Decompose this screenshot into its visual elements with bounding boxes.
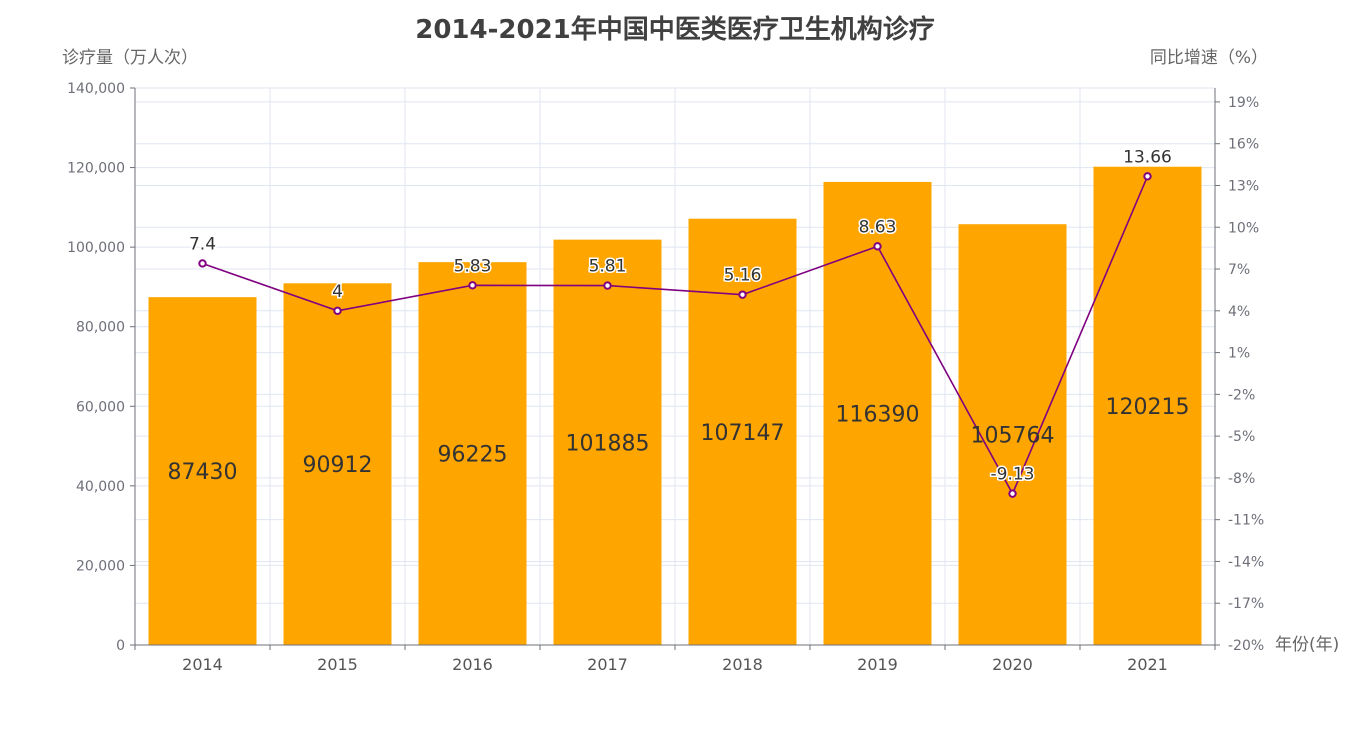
- x-tick-label: 2021: [1127, 655, 1168, 674]
- growth-point: [603, 281, 612, 290]
- y2-tick-label: 16%: [1228, 137, 1259, 153]
- growth-point: [873, 242, 882, 251]
- y2-tick-label: -5%: [1228, 429, 1255, 445]
- line-layer: [198, 172, 1152, 498]
- growth-point: [333, 306, 342, 315]
- bar-value-label: 120215: [1106, 395, 1190, 420]
- x-tick-label: 2014: [182, 655, 223, 674]
- y-tick-label: 20,000: [76, 558, 125, 574]
- bar-value-label: 101885: [566, 431, 650, 456]
- y2-tick-label: 19%: [1228, 95, 1259, 111]
- bar: [283, 283, 392, 645]
- x-tick-label: 2018: [722, 655, 763, 674]
- y2-tick-label: -2%: [1228, 387, 1255, 403]
- bar-value-label: 107147: [701, 421, 785, 446]
- growth-value-label: 4: [332, 282, 343, 302]
- growth-point: [738, 290, 747, 299]
- growth-point: [1143, 172, 1152, 181]
- x-tick-label: 2017: [587, 655, 628, 674]
- bar-value-label: 90912: [303, 453, 373, 478]
- y2-tick-label: -14%: [1228, 554, 1264, 570]
- bar-value-label: 87430: [168, 460, 238, 485]
- labels-layer: 87430 90912 96225 101885 107147 116390 105764 1…: [168, 146, 1190, 486]
- bar: [958, 224, 1067, 645]
- y2-tick-label: -11%: [1228, 513, 1264, 529]
- growth-value-label: 7.4: [189, 234, 216, 254]
- bar: [688, 218, 797, 645]
- y-tick-label: 80,000: [76, 320, 125, 336]
- y2-tick-label: 13%: [1228, 178, 1259, 194]
- growth-value-label: 5.16: [724, 266, 762, 286]
- growth-point: [468, 281, 477, 290]
- y2-tick-label: 1%: [1228, 346, 1250, 362]
- x-tick-label: 2016: [452, 655, 493, 674]
- y-tick-label: 60,000: [76, 399, 125, 415]
- y2-axis-label: 同比增速（%）: [1150, 48, 1268, 68]
- growth-value-label: -9.13: [991, 465, 1035, 485]
- growth-point: [1008, 489, 1017, 498]
- chart-title: 2014-2021年中国中医类医疗卫生机构诊疗: [415, 14, 935, 45]
- y2-tick-label: 7%: [1228, 262, 1250, 278]
- y-tick-label: 140,000: [67, 81, 125, 97]
- x-tick-label: 2019: [857, 655, 898, 674]
- x-tick-label: 2015: [317, 655, 358, 674]
- y-tick-label: 100,000: [67, 240, 125, 256]
- bar: [418, 262, 527, 645]
- bar-value-label: 96225: [438, 443, 508, 468]
- bar: [1093, 166, 1202, 645]
- bar-value-label: 116390: [836, 402, 920, 427]
- y-tick-label: 120,000: [67, 161, 125, 177]
- y2-tick-label: -17%: [1228, 596, 1264, 612]
- bar: [148, 297, 257, 645]
- y-tick-label: 0: [116, 638, 125, 654]
- growth-value-label: 13.66: [1123, 147, 1172, 167]
- growth-value-label: 8.63: [859, 217, 897, 237]
- bars-layer: [148, 166, 1202, 645]
- y-tick-label: 40,000: [76, 479, 125, 495]
- bar: [553, 239, 662, 645]
- y2-tick-label: 10%: [1228, 220, 1259, 236]
- bar-value-label: 105764: [971, 424, 1055, 449]
- growth-point: [198, 259, 207, 268]
- y2-tick-label: -8%: [1228, 471, 1255, 487]
- y-axis-label: 诊疗量（万人次）: [62, 48, 198, 68]
- x-tick-label: 2020: [992, 655, 1033, 674]
- y2-tick-label: -20%: [1228, 638, 1264, 654]
- growth-value-label: 5.81: [589, 257, 627, 277]
- axes-layer: 2014 2015 2016 2017 2018 2019 2020 2021 0 20,000 4…: [67, 81, 1264, 674]
- growth-value-label: 5.83: [454, 256, 492, 276]
- x-axis-label: 年份(年): [1275, 635, 1339, 655]
- y2-tick-label: 4%: [1228, 304, 1250, 320]
- growth-line: [202, 175, 1149, 496]
